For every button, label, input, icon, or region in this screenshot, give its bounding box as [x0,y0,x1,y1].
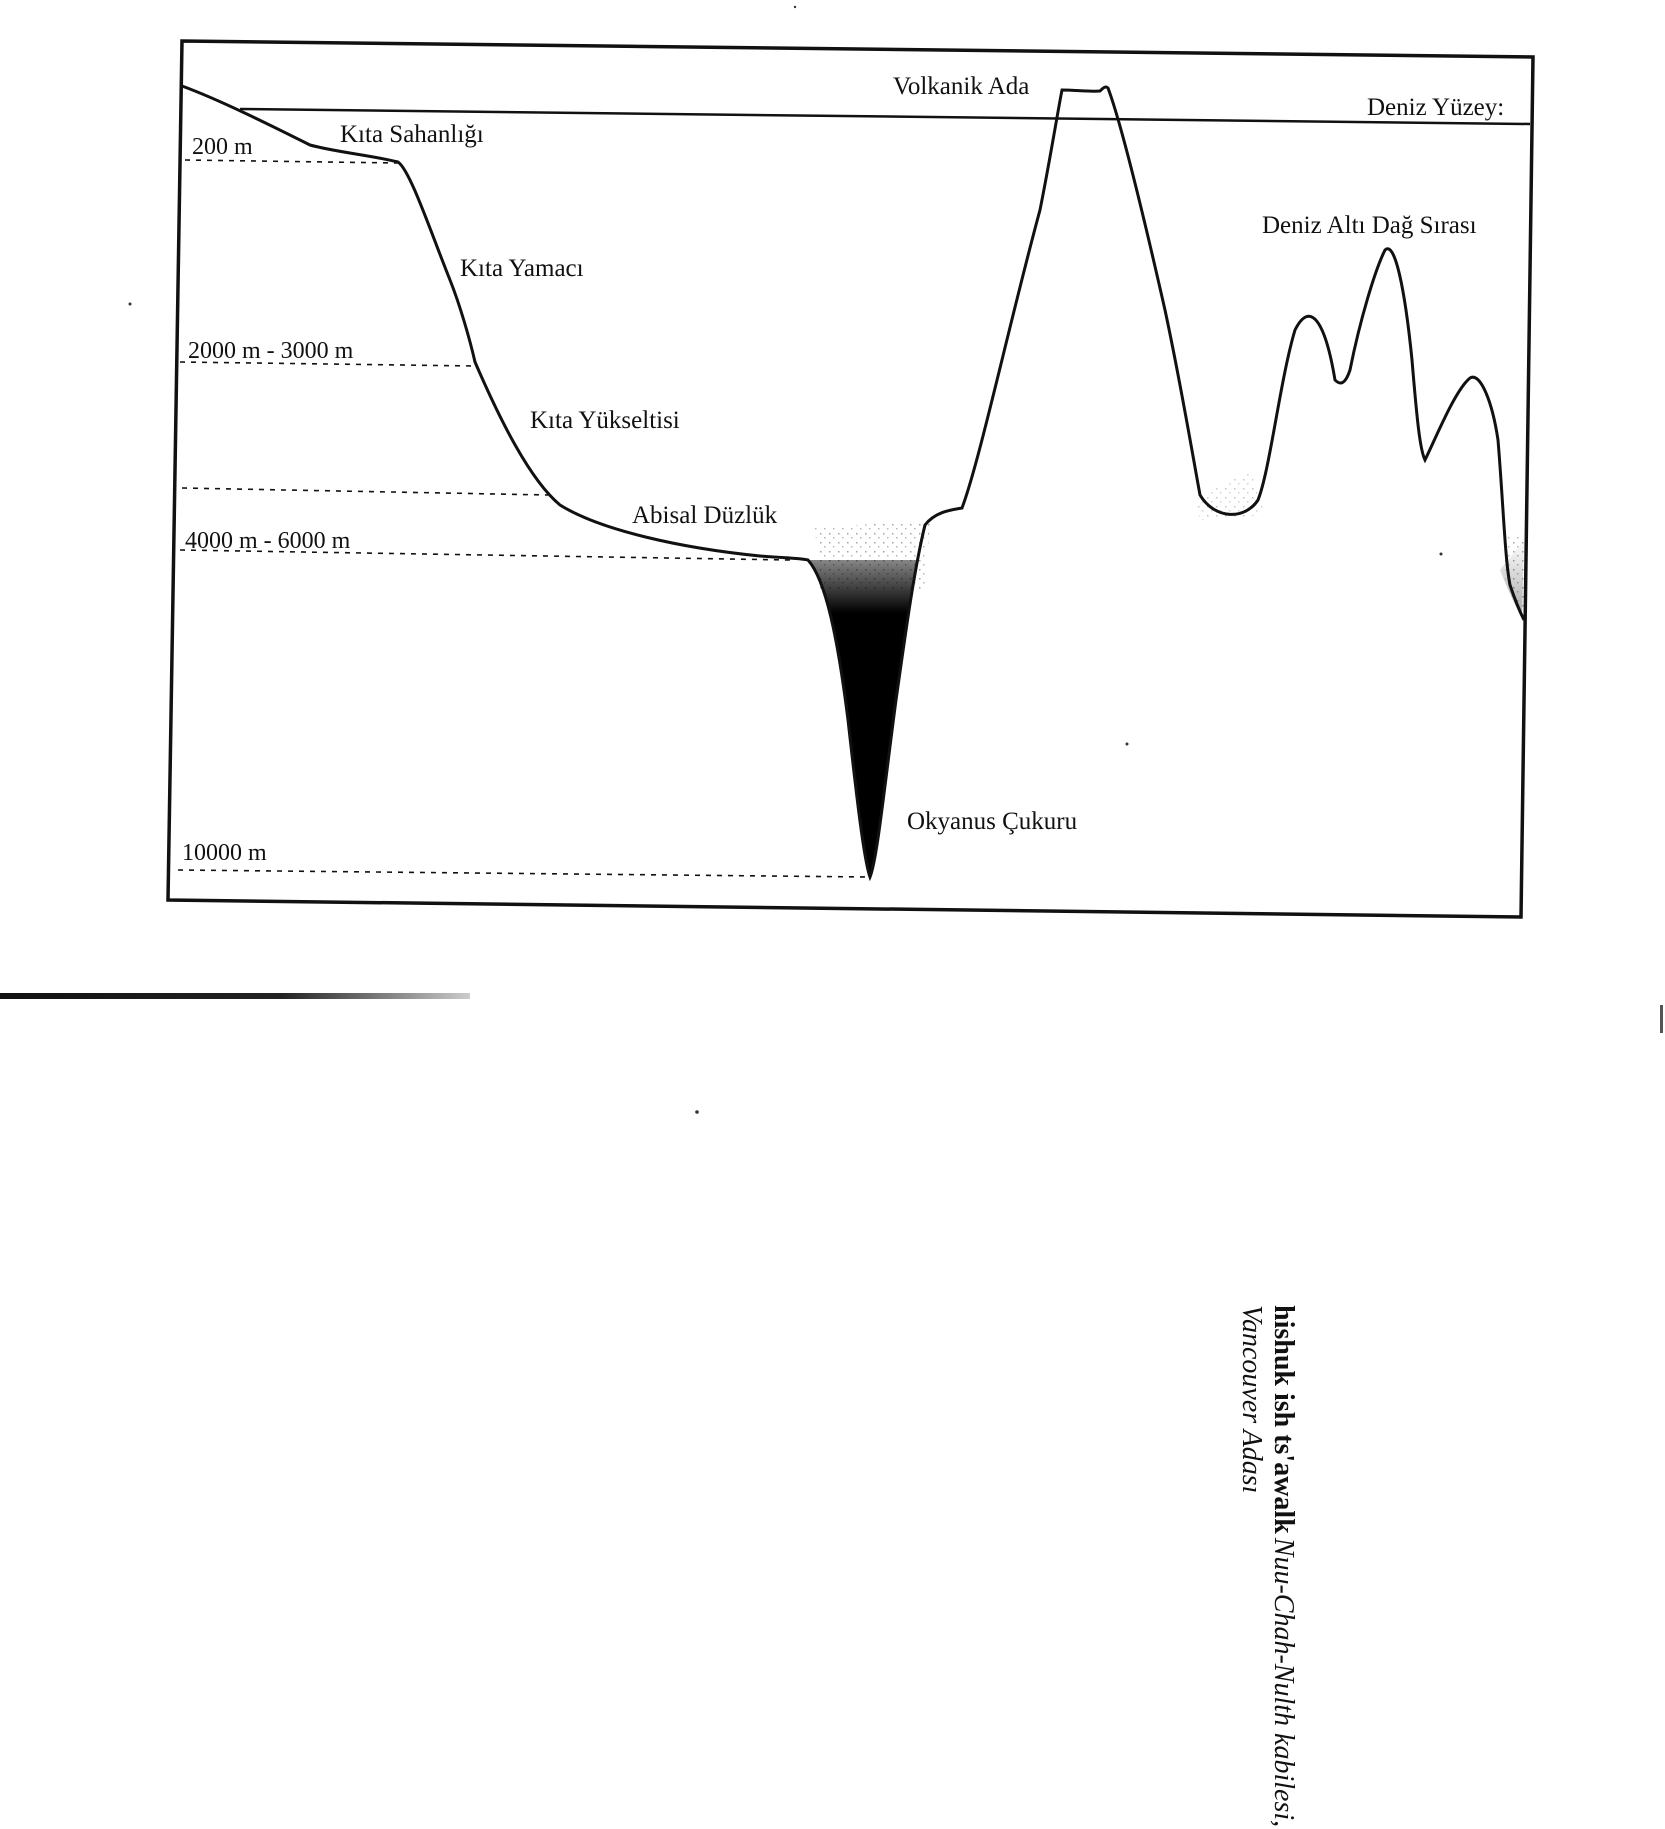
label-continental-shelf: Kıta Sahanlığı [340,121,484,148]
ocean-trench-fill [808,525,925,877]
scan-edge-bar [0,993,470,999]
caption-title: hishuk ish ts'awalk [1268,1305,1299,1534]
scan-speck [128,302,132,306]
depth-line-10000 [177,869,869,878]
sea-surface-line [239,107,1531,126]
scan-speck [1439,552,1443,556]
depth-line-2000-3000 [179,361,476,367]
label-volcanic-island: Volkanik Ada [893,73,1029,100]
label-undersea-ridge: Deniz Altı Dağ Sırası [1262,212,1477,239]
scan-speck [695,1110,699,1114]
caption-block: hishuk ish ts'awalk Nuu-Chah-Nulth kabil… [1235,1305,1299,1829]
depth-line-200 [184,159,399,164]
seafloor-profile [181,84,1526,882]
depth-label-2000-3000: 2000 m - 3000 m [188,338,354,364]
label-continental-slope: Kıta Yamacı [460,255,584,282]
depth-label-10000: 10000 m [182,840,267,866]
label-ocean-trench: Okyanus Çukuru [907,808,1078,835]
depth-label-200: 200 m [192,134,253,160]
depth-line-4000-6000 [179,549,791,561]
scan-edge-mark [1660,1005,1663,1033]
ridge-haze [1195,470,1265,520]
scan-speck [793,5,797,9]
depth-label-4000-6000: 4000 m - 6000 m [185,528,351,554]
caption-subtitle: Nuu-Chah-Nulth kabilesi, Vancouver Adası [1236,1305,1299,1828]
label-continental-rise: Kıta Yükseltisi [530,407,680,434]
right-edge-shade [1500,540,1524,618]
depth-line-rise-base [181,487,549,496]
scan-speck [1125,742,1129,746]
label-abyssal-plain: Abisal Düzlük [632,502,778,529]
diagram-frame [166,39,1535,919]
label-sea-surface: Deniz Yüzey: [1367,94,1504,121]
